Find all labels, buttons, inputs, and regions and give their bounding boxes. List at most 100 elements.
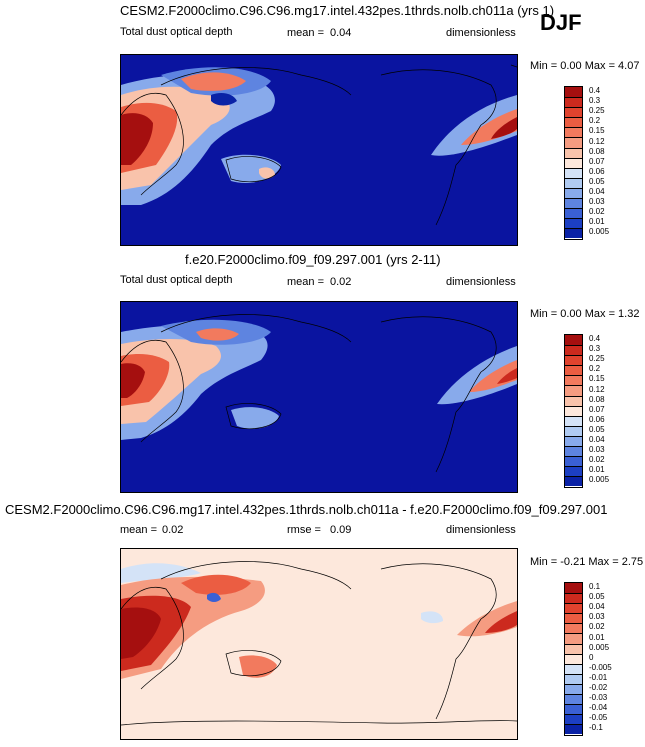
colorbar-level-label: 0.4 <box>589 86 601 95</box>
dust-contour <box>121 113 153 165</box>
panel3-mean-value: 0.02 <box>162 524 184 536</box>
dust-contour <box>469 360 517 392</box>
colorbar-swatch <box>565 187 582 199</box>
diff-contour <box>485 611 517 633</box>
season-label: DJF <box>540 10 582 35</box>
colorbar-level-label: -0.03 <box>589 693 608 703</box>
colorbar-level-label: 0.3 <box>589 344 601 354</box>
dust-contour <box>259 167 275 179</box>
panel1-colorbar <box>564 86 583 240</box>
colorbar-level-label: 0.3 <box>589 96 601 106</box>
colorbar-level-label: 0.01 <box>589 632 605 642</box>
panel3-rmse-label: rmse = <box>287 524 321 536</box>
colorbar-level-label: -0.01 <box>589 672 608 682</box>
colorbar-swatch <box>565 583 582 594</box>
colorbar-swatch <box>565 623 582 634</box>
colorbar-swatch <box>565 724 582 735</box>
colorbar-level-label: 0.02 <box>589 207 605 217</box>
colorbar-swatch <box>565 127 582 138</box>
panel1-map-svg <box>121 55 517 245</box>
dust-contour <box>491 117 517 139</box>
colorbar-swatch <box>565 593 582 604</box>
colorbar-swatch <box>565 704 582 715</box>
colorbar-level-label: 0.05 <box>589 424 605 434</box>
diff-contour <box>121 607 161 659</box>
dust-contour <box>181 72 246 91</box>
colorbar-level-label: 0.2 <box>589 364 601 374</box>
colorbar-level-label: 0.03 <box>589 445 605 455</box>
panel3-range: Min = -0.21 Max = 2.75 <box>530 556 644 568</box>
coastline <box>121 586 184 690</box>
colorbar-level-label: -0.05 <box>589 713 608 723</box>
panel1-units: dimensionless <box>446 27 516 39</box>
panel2-colorbar <box>564 334 583 488</box>
colorbar-level-label: 0.02 <box>589 622 605 632</box>
colorbar-level-label: 0.06 <box>589 166 605 176</box>
colorbar-level-label: 0.4 <box>589 334 601 343</box>
colorbar-swatch <box>565 147 582 158</box>
colorbar-swatch <box>565 683 582 695</box>
colorbar-level-label: -0.005 <box>589 662 612 672</box>
colorbar-swatch <box>565 218 582 229</box>
colorbar-level-label: 0.08 <box>589 146 605 156</box>
coastline <box>380 563 497 720</box>
colorbar-swatch <box>565 653 582 664</box>
colorbar-level-label: 0.03 <box>589 612 605 622</box>
colorbar-swatch <box>565 87 582 98</box>
colorbar-level-label: 0.05 <box>589 176 605 186</box>
coastline <box>380 69 497 226</box>
colorbar-swatch <box>565 137 582 148</box>
panel1-range: Min = 0.00 Max = 4.07 <box>530 60 640 72</box>
colorbar-level-label: -0.02 <box>589 683 608 692</box>
colorbar-swatch <box>565 198 582 209</box>
colorbar-swatch <box>565 633 582 644</box>
colorbar-swatch <box>565 425 582 436</box>
panel2-range: Min = 0.00 Max = 1.32 <box>530 308 640 320</box>
colorbar-swatch <box>565 694 582 705</box>
colorbar-swatch <box>565 375 582 386</box>
coastline <box>160 67 352 96</box>
coastline <box>225 650 282 676</box>
panel2-mean-label: mean = <box>287 276 324 288</box>
panel3-colorbar <box>564 582 583 736</box>
panel3-diff-field <box>121 563 517 679</box>
panel3-rmse-value: 0.09 <box>330 524 352 536</box>
dust-contour <box>431 95 517 156</box>
panel1-mean-value: 0.04 <box>330 27 352 39</box>
colorbar-level-label: 0.07 <box>589 404 605 414</box>
colorbar-swatch <box>565 456 582 467</box>
colorbar-level-label: 0.005 <box>589 642 610 652</box>
colorbar-level-label: 0.08 <box>589 394 605 404</box>
colorbar-level-label: -0.1 <box>589 723 603 733</box>
dust-contour <box>121 363 145 398</box>
colorbar-level-label: 0.25 <box>589 354 605 364</box>
colorbar-swatch <box>565 345 582 356</box>
coastline <box>160 561 352 590</box>
panel3-units: dimensionless <box>446 524 516 536</box>
colorbar-swatch <box>565 613 582 624</box>
coastline <box>121 720 517 726</box>
dust-contour <box>231 407 279 429</box>
dust-contour <box>211 93 237 106</box>
colorbar-swatch <box>565 405 582 416</box>
colorbar-swatch <box>565 446 582 457</box>
colorbar-level-label: 0.04 <box>589 187 605 196</box>
dust-contour <box>497 368 517 384</box>
panel3-title: CESM2.F2000climo.C96.C96.mg17.intel.432p… <box>5 502 608 517</box>
colorbar-level-label: 0.06 <box>589 414 605 424</box>
panel3-coastlines <box>121 561 517 726</box>
colorbar-level-label: 0 <box>589 652 594 662</box>
coastline <box>160 314 352 343</box>
colorbar-swatch <box>565 355 582 366</box>
colorbar-level-label: 0.005 <box>589 475 610 485</box>
colorbar-swatch <box>565 663 582 674</box>
diff-contour <box>181 574 251 595</box>
coastline <box>121 339 184 443</box>
colorbar-swatch <box>565 177 582 188</box>
panel2-map <box>120 301 518 493</box>
panel3-mean-label: mean = <box>120 524 157 536</box>
coastline <box>225 403 282 429</box>
colorbar-level-label: 0.15 <box>589 126 605 136</box>
colorbar-level-label: 0.01 <box>589 217 605 227</box>
panel1-variable: Total dust optical depth <box>120 26 233 38</box>
